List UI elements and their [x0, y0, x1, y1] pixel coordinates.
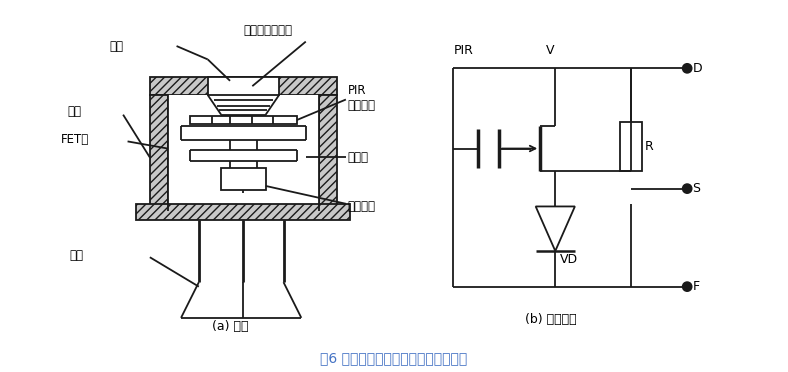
Text: 菲涅尔滤光透镜: 菲涅尔滤光透镜	[243, 25, 292, 38]
Bar	[221, 168, 266, 190]
Bar	[319, 95, 337, 211]
Text: D: D	[693, 62, 702, 75]
Text: PIR: PIR	[348, 84, 366, 97]
Circle shape	[682, 184, 692, 193]
Text: FET管: FET管	[61, 133, 89, 146]
Text: 支承环: 支承环	[348, 151, 369, 164]
Text: S: S	[693, 182, 701, 195]
Bar	[168, 95, 319, 211]
Text: 引脚: 引脚	[69, 249, 84, 262]
Text: F: F	[693, 280, 700, 293]
Text: R: R	[645, 140, 653, 153]
Text: VD: VD	[559, 253, 578, 266]
Bar	[150, 77, 337, 95]
Bar	[190, 116, 297, 125]
Text: V: V	[546, 44, 555, 57]
Bar	[620, 122, 641, 171]
Circle shape	[682, 64, 692, 73]
Text: 热电元件: 热电元件	[348, 99, 376, 112]
Text: 窗口: 窗口	[110, 39, 124, 52]
Bar	[150, 95, 168, 211]
Text: PIR: PIR	[454, 44, 474, 57]
Bar	[136, 204, 351, 220]
Circle shape	[682, 282, 692, 291]
Text: (a) 结构: (a) 结构	[212, 320, 248, 333]
Text: 图6 红外传感器内部结构与内部电路图: 图6 红外传感器内部结构与内部电路图	[321, 352, 467, 366]
Text: 电路元件: 电路元件	[348, 200, 376, 213]
Bar	[208, 77, 279, 95]
Text: 外壳: 外壳	[68, 105, 82, 118]
Text: (b) 内部电路: (b) 内部电路	[525, 313, 577, 326]
